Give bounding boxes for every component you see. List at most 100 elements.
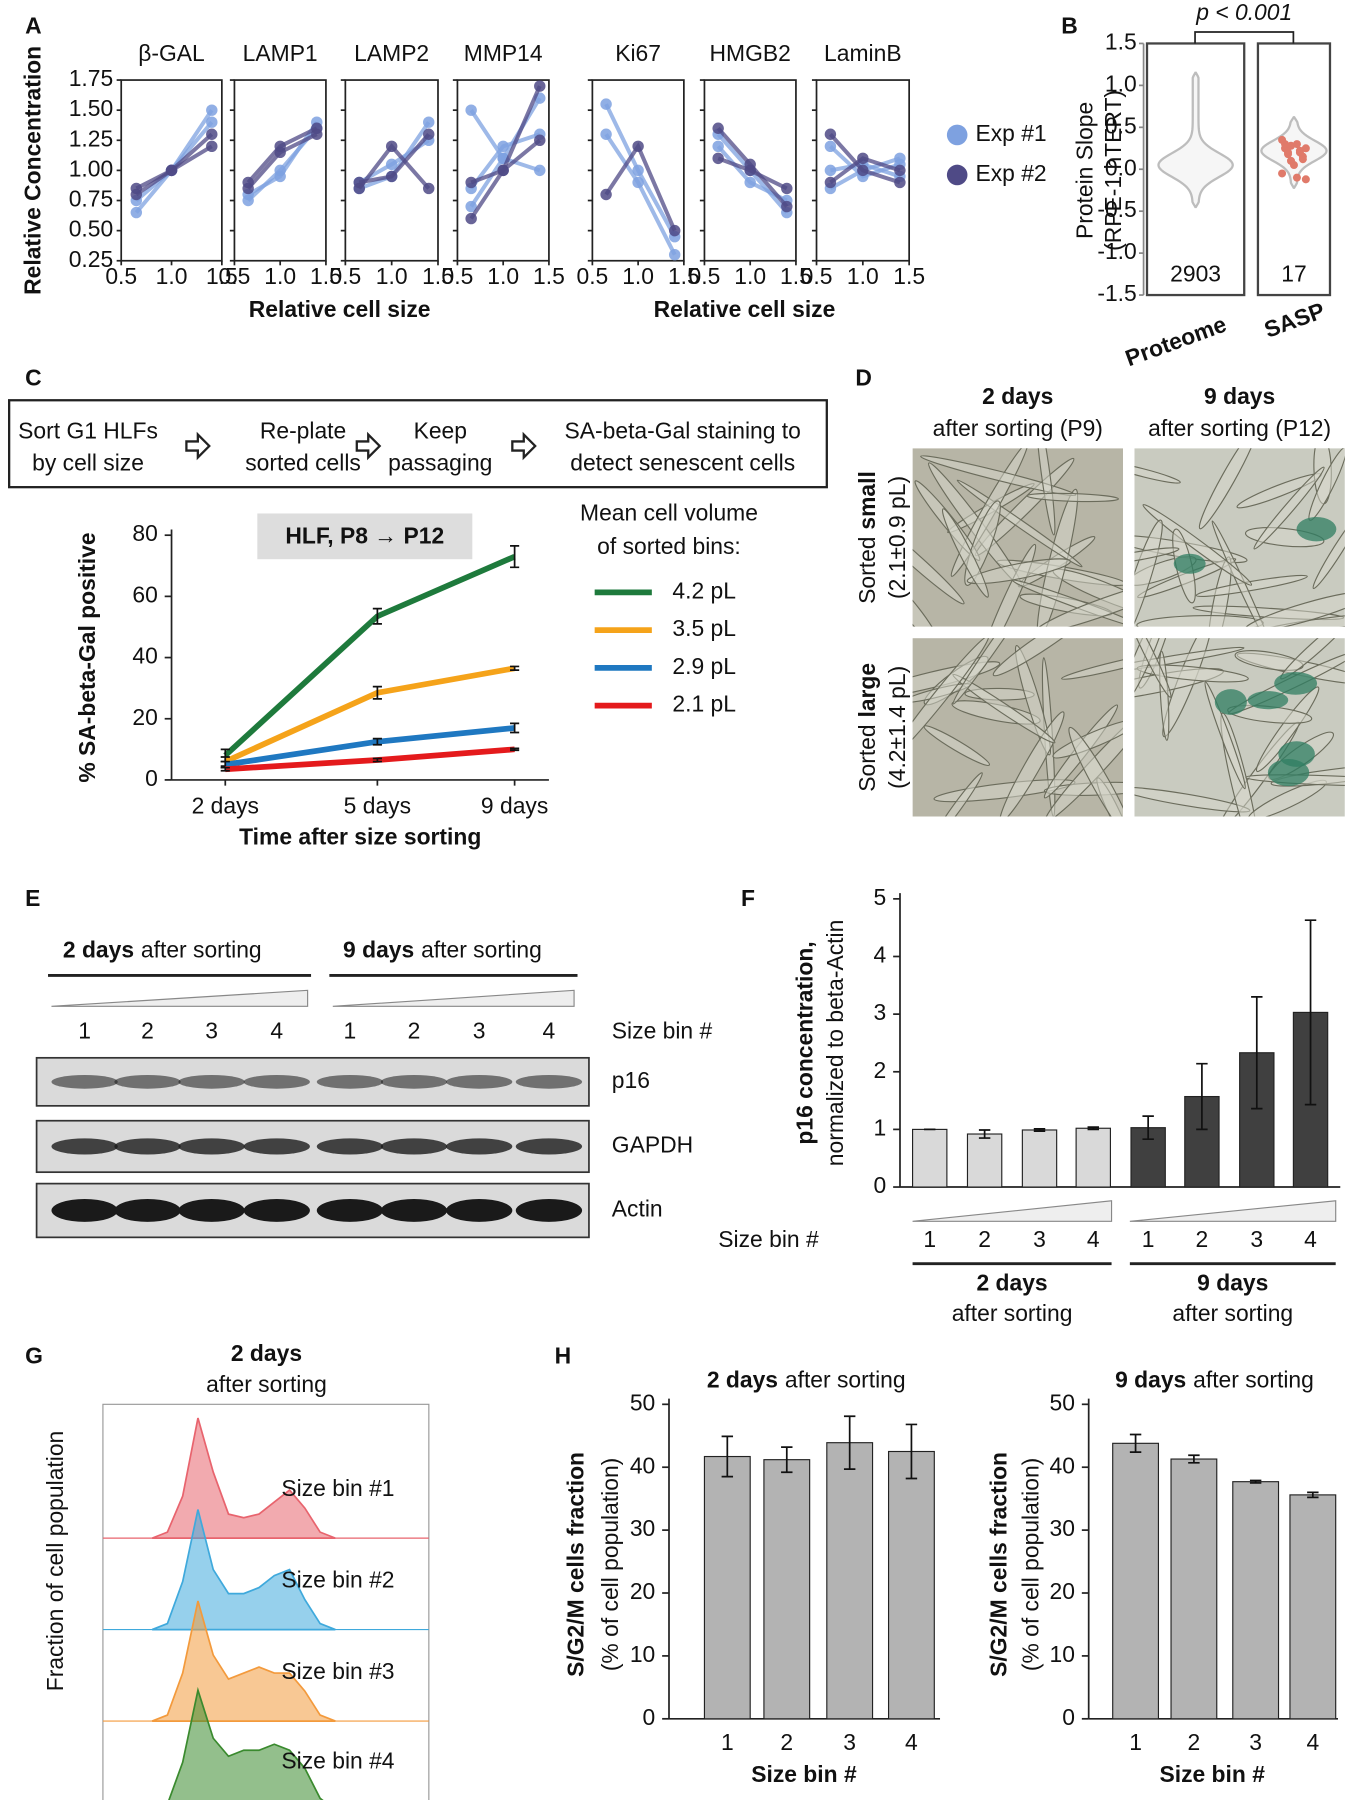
legend-title: Mean cell volume bbox=[580, 500, 758, 526]
x-tick-label: 2 bbox=[978, 1226, 991, 1252]
y-tick-label: 0.5 bbox=[1105, 112, 1137, 138]
x-tick-label: 1.5 bbox=[533, 263, 565, 289]
subplot-title: LAMP2 bbox=[354, 40, 429, 66]
point bbox=[857, 152, 869, 165]
cell bbox=[912, 638, 990, 759]
blot-group-title-part: 2 days bbox=[63, 937, 134, 963]
point bbox=[824, 128, 837, 140]
chart-title: 2 days bbox=[231, 1340, 302, 1366]
legend-label: 2.1 pL bbox=[672, 691, 736, 717]
bar bbox=[887, 1450, 935, 1720]
legend-title: of sorted bins: bbox=[597, 533, 741, 559]
point bbox=[206, 104, 218, 116]
cell bbox=[1061, 650, 1123, 680]
y-tick-label: 1.5 bbox=[1105, 29, 1137, 55]
panel-label: C bbox=[25, 365, 42, 391]
error-bar bbox=[721, 1435, 734, 1478]
column-title: 2 days bbox=[982, 383, 1053, 409]
point bbox=[465, 176, 477, 189]
blot-row-label: Actin bbox=[612, 1196, 663, 1222]
point bbox=[534, 134, 546, 146]
y-tick-label: 1.25 bbox=[69, 125, 113, 151]
point bbox=[668, 248, 681, 261]
x-tick-label: 1 bbox=[1142, 1226, 1155, 1252]
point bbox=[600, 98, 612, 110]
workflow-step: Sort G1 HLFs bbox=[18, 417, 158, 443]
cell bbox=[1204, 681, 1246, 790]
bar bbox=[703, 1455, 751, 1720]
point bbox=[894, 176, 906, 189]
bar bbox=[1170, 1458, 1218, 1720]
blot-band bbox=[178, 1199, 245, 1222]
y-tick-label: 0 bbox=[145, 765, 158, 791]
chart-title: 2 days after sorting bbox=[707, 1366, 906, 1392]
cell bbox=[1134, 638, 1172, 698]
blot-group-title-part: 9 days bbox=[343, 937, 414, 963]
legend-label: Exp #1 bbox=[975, 120, 1046, 146]
bar bbox=[1289, 1494, 1337, 1720]
blot-group-title-part: after sorting bbox=[141, 937, 262, 963]
point bbox=[744, 164, 756, 177]
cell bbox=[1026, 492, 1119, 503]
point bbox=[894, 152, 906, 165]
blot-band bbox=[445, 1138, 513, 1155]
x-tick-label: 1.0 bbox=[376, 263, 408, 289]
x-tick-label: 3 bbox=[1033, 1226, 1046, 1252]
y-axis-label: Fraction of cell population bbox=[42, 1431, 68, 1692]
x-tick-label: 1.5 bbox=[893, 263, 925, 289]
x-tick-label: 2 bbox=[1196, 1226, 1209, 1252]
workflow-step: Keep bbox=[414, 417, 467, 443]
point bbox=[242, 194, 254, 207]
point bbox=[1284, 150, 1293, 159]
point bbox=[497, 140, 509, 153]
point bbox=[130, 206, 143, 219]
point bbox=[1295, 146, 1304, 155]
x-tick-label: 1 bbox=[923, 1226, 936, 1252]
error-bar bbox=[372, 685, 382, 700]
row-subtitle: (2.1±0.9 pL) bbox=[884, 476, 910, 599]
blot-band bbox=[114, 1199, 181, 1222]
row-title-part: Sorted bbox=[854, 724, 880, 791]
blot-band bbox=[114, 1138, 181, 1155]
cell bbox=[1198, 448, 1259, 530]
blot-band bbox=[445, 1199, 513, 1222]
x-axis-label: Time after size sorting bbox=[239, 823, 481, 849]
row-title-part: Sorted bbox=[854, 536, 880, 603]
point bbox=[824, 140, 837, 153]
error-bar bbox=[1196, 1062, 1208, 1131]
y-tick-label: 0.50 bbox=[69, 216, 113, 242]
micrograph bbox=[1134, 448, 1345, 627]
count-label: 17 bbox=[1281, 261, 1306, 287]
point bbox=[274, 164, 286, 177]
x-tick-label: 2 bbox=[780, 1729, 793, 1755]
bar bbox=[1112, 1442, 1160, 1720]
cell bbox=[931, 772, 983, 817]
blot-row-label: GAPDH bbox=[612, 1131, 693, 1157]
error-bar bbox=[510, 545, 520, 569]
y-axis-label: (% of cell population) bbox=[1018, 1458, 1044, 1671]
category-label: SASP bbox=[1261, 297, 1328, 343]
y-tick-label: 40 bbox=[132, 643, 157, 669]
x-tick-label: 1.0 bbox=[847, 263, 879, 289]
column-subtitle: after sorting (P9) bbox=[933, 415, 1103, 441]
y-axis-label: (RPE-1 hTERT) bbox=[1100, 90, 1126, 251]
y-tick-label: 0.0 bbox=[1105, 154, 1137, 180]
subplot-title: LAMP1 bbox=[243, 40, 318, 66]
chart-title-part: after sorting bbox=[1193, 1366, 1314, 1392]
y-tick-label: 50 bbox=[630, 1389, 655, 1415]
y-axis-label: p16 concentration, bbox=[791, 941, 817, 1144]
point bbox=[242, 176, 254, 189]
count-label: 2903 bbox=[1170, 261, 1221, 287]
panel-label: F bbox=[741, 885, 755, 911]
x-tick-label: 0.5 bbox=[689, 263, 721, 289]
error-bar bbox=[1129, 1433, 1142, 1453]
x-axis-label: Relative cell size bbox=[654, 296, 836, 322]
point bbox=[1298, 155, 1307, 164]
size-wedge bbox=[912, 1200, 1113, 1222]
cell bbox=[1014, 644, 1052, 756]
chart-title-part: 9 days bbox=[1115, 1366, 1186, 1392]
x-tick-label: 5 days bbox=[344, 792, 411, 818]
blot-band bbox=[380, 1138, 448, 1155]
point bbox=[824, 176, 837, 189]
blot-band bbox=[178, 1074, 245, 1089]
